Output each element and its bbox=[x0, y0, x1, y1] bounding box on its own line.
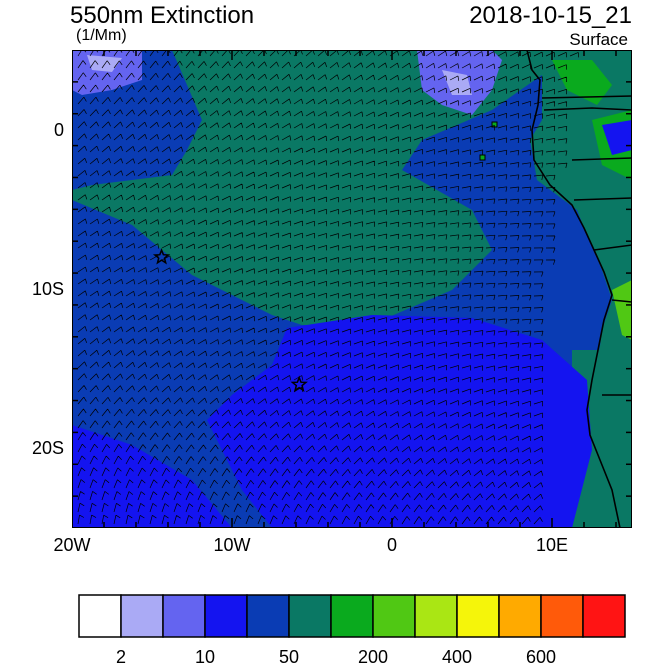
land-blue-patch bbox=[602, 120, 632, 155]
coastline bbox=[526, 50, 621, 528]
land-vegetation bbox=[552, 60, 612, 105]
map-plot bbox=[72, 50, 632, 528]
colorbar-box bbox=[372, 594, 416, 638]
datetime-label: 2018-10-15_21 bbox=[469, 2, 632, 29]
wind-barb-field bbox=[77, 50, 580, 525]
lowest-extinction-patch bbox=[442, 70, 472, 95]
colorbar-label: 2 bbox=[115, 647, 127, 667]
colorbar-label: 600 bbox=[525, 647, 557, 667]
x-tick-label: 0 bbox=[386, 535, 398, 555]
colorbar-box bbox=[162, 594, 206, 638]
land-vegetation bbox=[612, 280, 632, 340]
x-tick-label: 10W bbox=[213, 535, 251, 555]
y-tick-label: 10S bbox=[31, 279, 64, 299]
map-title: 550nm Extinction bbox=[70, 2, 255, 29]
level-label: Surface bbox=[569, 30, 628, 49]
colorbar-label: 50 bbox=[278, 647, 300, 667]
colorbar-box bbox=[540, 594, 584, 638]
units-label: (1/Mm) bbox=[76, 27, 127, 44]
island bbox=[479, 154, 486, 161]
y-tick-label: 0 bbox=[53, 119, 64, 140]
colorbar-label: 10 bbox=[194, 647, 216, 667]
extinction-field-2-10 bbox=[72, 425, 232, 528]
colorbar-box bbox=[246, 594, 290, 638]
lowest-extinction-patch bbox=[87, 55, 122, 72]
wind-barbs bbox=[77, 50, 580, 525]
colorbar-label: 200 bbox=[357, 647, 389, 667]
colorbar-box bbox=[414, 594, 458, 638]
colorbar-box bbox=[204, 594, 248, 638]
colorbar-box bbox=[582, 594, 626, 638]
land-africa bbox=[530, 50, 632, 528]
colorbar-box bbox=[78, 594, 122, 638]
colorbar-box bbox=[288, 594, 332, 638]
colorbar-box bbox=[456, 594, 500, 638]
star-marker bbox=[152, 248, 171, 265]
x-tick-label: 10E bbox=[535, 535, 569, 555]
country-border bbox=[541, 95, 632, 396]
y-tick-label: 20S bbox=[31, 438, 64, 459]
site-markers bbox=[152, 248, 308, 392]
axis-ticks bbox=[72, 50, 632, 528]
colorbar-label: 400 bbox=[441, 647, 473, 667]
colorbar bbox=[78, 594, 626, 638]
x-tick-label: 20W bbox=[53, 535, 91, 555]
colorbar-box bbox=[498, 594, 542, 638]
colorbar-box bbox=[330, 594, 374, 638]
colorbar-box bbox=[120, 594, 164, 638]
extinction-field-2-10 bbox=[207, 315, 592, 528]
star-marker bbox=[290, 375, 308, 392]
